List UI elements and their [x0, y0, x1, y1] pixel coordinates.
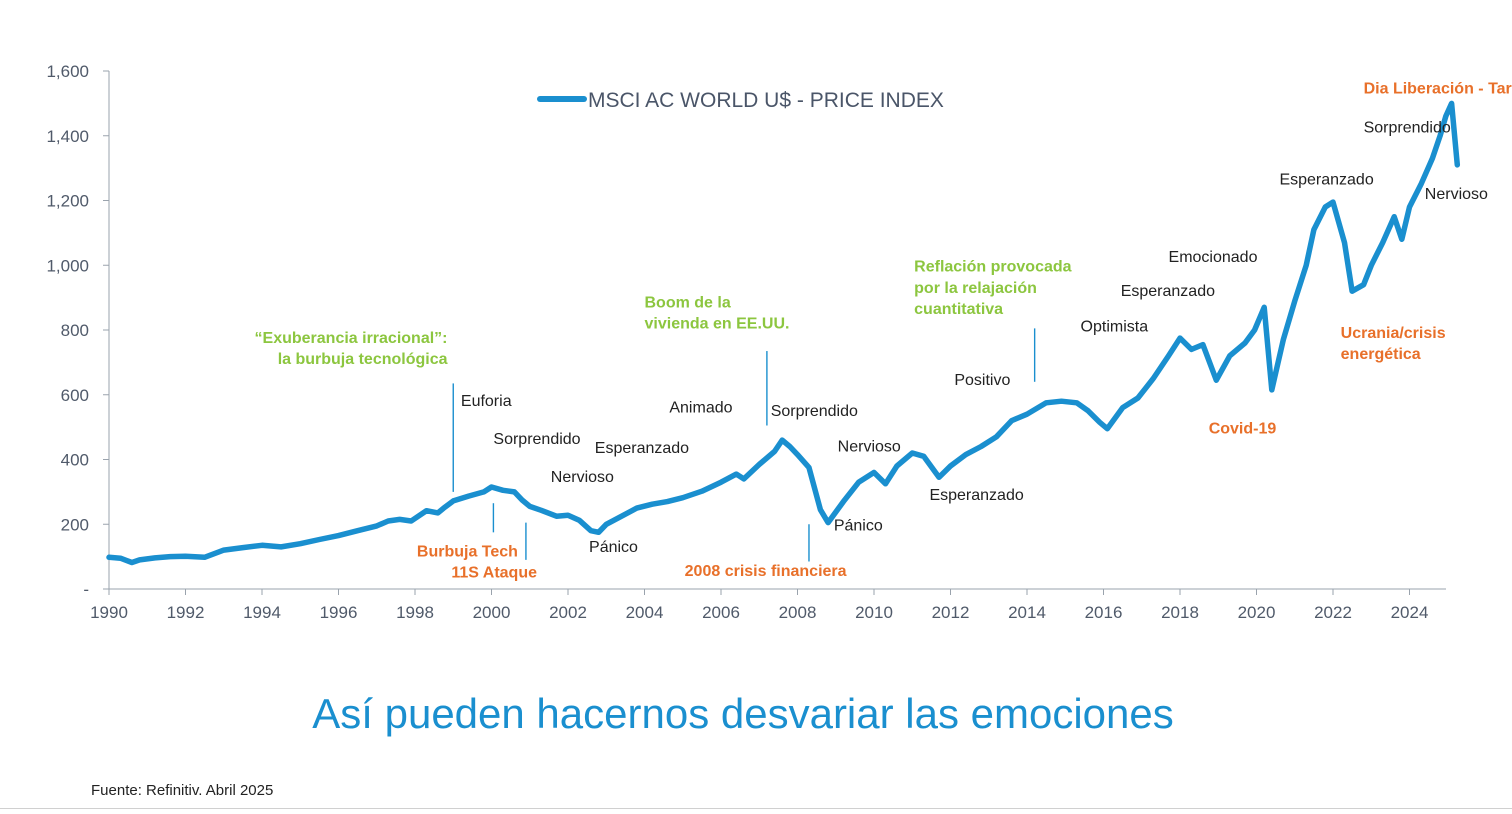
x-tick-label: 2008 — [779, 603, 817, 622]
annotation-label: Nervioso — [1425, 186, 1488, 203]
y-tick-label: 1,000 — [46, 256, 89, 275]
annotation-label: Animado — [669, 400, 732, 417]
y-tick-label: 200 — [61, 515, 89, 534]
x-tick-label: 1994 — [243, 603, 281, 622]
annotation-label: por la relajación — [914, 280, 1037, 297]
annotation-label: cuantitativa — [914, 301, 1003, 318]
annotation-label: Pánico — [589, 539, 638, 556]
annotation-label: Esperanzado — [929, 487, 1023, 504]
annotation-label: Sorprendido — [1364, 120, 1451, 137]
x-tick-label: 1990 — [90, 603, 128, 622]
x-tick-label: 2022 — [1314, 603, 1352, 622]
annotation-label: Boom de la — [645, 294, 731, 311]
y-axis: - 200 400 600 800 1,000 1,200 1,400 1,600 — [46, 62, 110, 599]
annotation-label: Positivo — [954, 372, 1010, 389]
legend: MSCI AC WORLD U$ - PRICE INDEX — [537, 89, 944, 112]
annotation-label: Burbuja Tech — [417, 544, 518, 561]
annotation-label: Pánico — [834, 518, 883, 535]
x-tick-label: 2024 — [1391, 603, 1429, 622]
annotation-label: 11S Ataque — [451, 565, 537, 582]
page-title: Así pueden hacernos desvariar las emocio… — [312, 690, 1174, 737]
y-tick-label: 1,600 — [46, 62, 89, 81]
y-tick-label: 600 — [61, 386, 89, 405]
annotation-label: vivienda en EE.UU. — [645, 315, 790, 332]
x-tick-label: 2002 — [549, 603, 587, 622]
annotation-label: Esperanzado — [595, 440, 689, 457]
annotation-label: Esperanzado — [1279, 171, 1373, 188]
annotation-label: Dia Liberación - Tarifas — [1364, 81, 1512, 98]
y-tick-label: 1,200 — [46, 192, 89, 211]
x-tick-label: 1996 — [320, 603, 358, 622]
x-tick-label: 2004 — [626, 603, 664, 622]
annotation-label: Emocionado — [1169, 249, 1258, 266]
annotation-label: Nervioso — [551, 469, 614, 486]
y-tick-label: - — [83, 580, 89, 599]
annotation-label: Esperanzado — [1121, 283, 1215, 300]
annotation-label: Euforia — [461, 393, 512, 410]
source-note: Fuente: Refinitiv. Abril 2025 — [91, 782, 274, 799]
annotation-label: Optimista — [1081, 319, 1149, 336]
annotation-label: la burbuja tecnológica — [278, 351, 448, 368]
x-tick-label: 2020 — [1238, 603, 1276, 622]
annotation-label: energética — [1341, 346, 1421, 363]
x-tick-label: 2016 — [1085, 603, 1123, 622]
series-line — [106, 100, 1461, 566]
annotation-label: Sorprendido — [771, 403, 858, 420]
annotation-label: “Exuberancia irracional”: — [255, 330, 448, 347]
x-tick-label: 2012 — [932, 603, 970, 622]
x-tick-label: 2006 — [702, 603, 740, 622]
x-tick-label: 2000 — [473, 603, 511, 622]
annotation-label: Nervioso — [838, 438, 901, 455]
legend-label: MSCI AC WORLD U$ - PRICE INDEX — [588, 89, 944, 112]
x-tick-label: 2010 — [855, 603, 893, 622]
y-tick-label: 400 — [61, 451, 89, 470]
divider — [0, 808, 1512, 809]
x-tick-label: 1998 — [396, 603, 434, 622]
data-series — [106, 100, 1461, 566]
annotation-label: Reflación provocada — [914, 259, 1071, 276]
annotation-label: Sorprendido — [493, 431, 580, 448]
x-tick-label: 1992 — [167, 603, 205, 622]
annotations: “Exuberancia irracional”: la burbuja tecn… — [255, 81, 1512, 582]
markers — [452, 328, 1036, 562]
y-tick-label: 1,400 — [46, 127, 89, 146]
x-axis: 1990 1992 1994 1996 1998 2000 2002 2004 2006 2008… — [90, 588, 1446, 622]
x-tick-label: 2014 — [1008, 603, 1046, 622]
annotation-label: Ucrania/crisis — [1341, 325, 1446, 342]
y-tick-label: 800 — [61, 321, 89, 340]
annotation-label: Covid-19 — [1209, 421, 1277, 438]
x-tick-label: 2018 — [1161, 603, 1199, 622]
annotation-label: 2008 crisis financiera — [685, 563, 847, 580]
